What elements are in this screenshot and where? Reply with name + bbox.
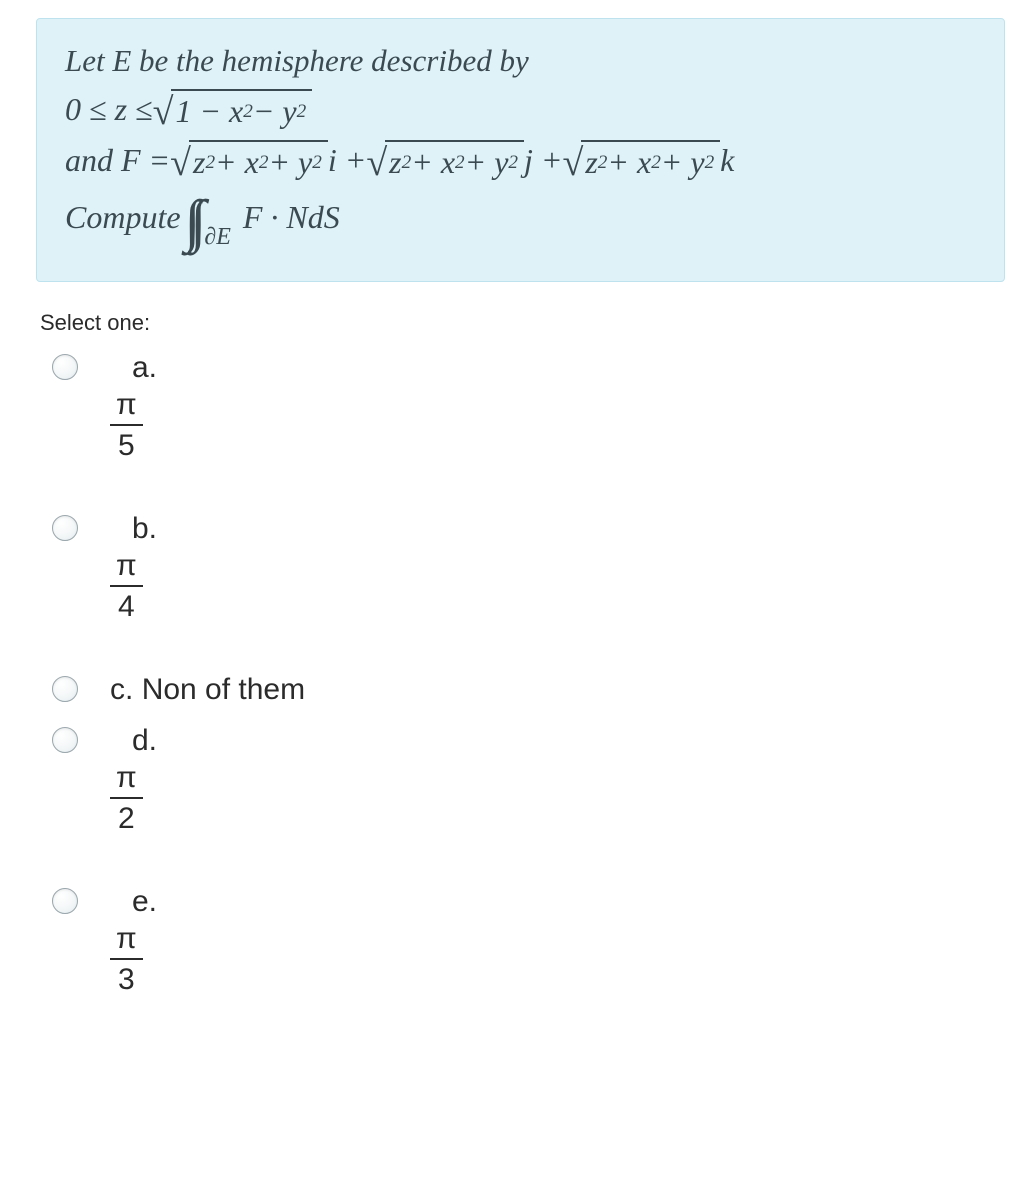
prompt-line-1: Let E be the hemisphere described by — [65, 43, 976, 79]
frac-a-den: 5 — [110, 426, 143, 465]
option-c[interactable]: c. Non of them — [52, 670, 1005, 709]
prompt-line-2: 0 ≤ z ≤ √ 1 − x2 − y2 — [65, 89, 976, 130]
integral-sub: ∂E — [204, 224, 231, 251]
frac-d-den: 2 — [110, 799, 143, 838]
frac-e-num: π — [110, 919, 143, 960]
radicand-3: z2 + x2 + y2 — [385, 140, 524, 181]
fraction-d: π 2 — [110, 758, 143, 838]
line4-body: F · NdS — [243, 199, 340, 236]
sqrt-2: √ z2 + x2 + y2 — [170, 140, 328, 181]
option-e[interactable]: e. π 3 — [52, 882, 1005, 999]
frac-a-num: π — [110, 385, 143, 426]
line3-mid1: i + — [328, 142, 366, 179]
prompt-line-3: and F = √ z2 + x2 + y2 i + √ z2 + x2 + y… — [65, 140, 976, 181]
line2-prefix: 0 ≤ z ≤ — [65, 91, 153, 128]
radical-icon: √ — [562, 144, 583, 185]
option-d[interactable]: d. π 2 — [52, 721, 1005, 838]
fraction-b: π 4 — [110, 546, 143, 626]
sqrt-1: √ 1 − x2 − y2 — [153, 89, 313, 130]
radio-e[interactable] — [52, 888, 78, 914]
radical-icon: √ — [153, 93, 174, 134]
line3-mid2: j + — [524, 142, 562, 179]
prompt-line-4: Compute ∫∫ ∂E F · NdS — [65, 191, 976, 243]
fraction-e: π 3 — [110, 919, 143, 999]
radicand-1: 1 − x2 − y2 — [171, 89, 312, 130]
radical-icon: √ — [366, 144, 387, 185]
quiz-page: Let E be the hemisphere described by 0 ≤… — [0, 0, 1033, 1083]
line4-prefix: Compute — [65, 199, 181, 236]
option-label-b: b. — [132, 509, 157, 548]
option-label-e: e. — [132, 882, 157, 921]
radicand-2: z2 + x2 + y2 — [189, 140, 328, 181]
option-b[interactable]: b. π 4 — [52, 509, 1005, 626]
integral-icon: ∫∫ — [185, 195, 197, 247]
option-e-body: e. π 3 — [110, 882, 157, 999]
option-c-body: c. Non of them — [110, 670, 305, 709]
radicand-4: z2 + x2 + y2 — [581, 140, 720, 181]
frac-d-num: π — [110, 758, 143, 799]
option-label-c: c. — [110, 673, 133, 706]
radical-icon: √ — [170, 144, 191, 185]
radio-b[interactable] — [52, 515, 78, 541]
select-one-label: Select one: — [40, 310, 1005, 336]
fraction-a: π 5 — [110, 385, 143, 465]
frac-b-den: 4 — [110, 587, 143, 626]
radio-c[interactable] — [52, 676, 78, 702]
option-d-body: d. π 2 — [110, 721, 157, 838]
option-a[interactable]: a. π 5 — [52, 348, 1005, 465]
line3-prefix: and F = — [65, 142, 170, 179]
radio-d[interactable] — [52, 727, 78, 753]
line3-suffix: k — [720, 142, 734, 179]
radio-a[interactable] — [52, 354, 78, 380]
options-group: a. π 5 b. π 4 c. Non of them — [52, 348, 1005, 999]
option-text-c: Non of them — [142, 673, 305, 706]
option-label-a: a. — [132, 348, 157, 387]
option-label-d: d. — [132, 721, 157, 760]
option-a-body: a. π 5 — [110, 348, 157, 465]
frac-b-num: π — [110, 546, 143, 587]
sqrt-3: √ z2 + x2 + y2 — [366, 140, 524, 181]
sqrt-4: √ z2 + x2 + y2 — [562, 140, 720, 181]
frac-e-den: 3 — [110, 960, 143, 999]
question-box: Let E be the hemisphere described by 0 ≤… — [36, 18, 1005, 282]
option-b-body: b. π 4 — [110, 509, 157, 626]
